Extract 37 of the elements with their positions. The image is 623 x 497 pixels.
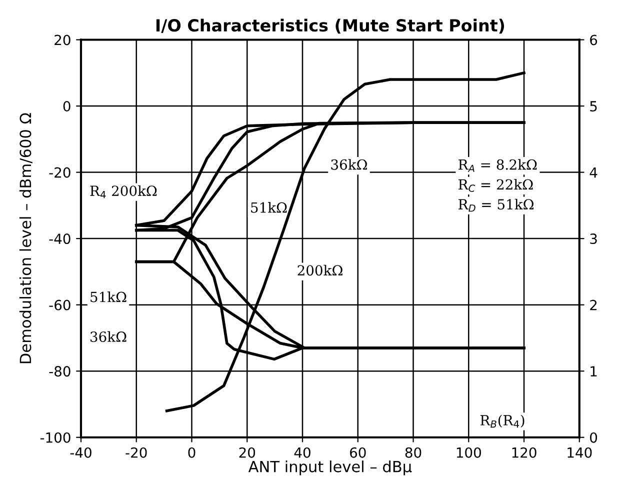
x-tick-label: 0 <box>188 447 196 458</box>
annotation: R$_{4}$ 200kΩ <box>90 185 157 198</box>
y-tick-label: -60 <box>49 300 70 310</box>
annotation: R$_{C}$ = 22kΩ <box>458 178 533 192</box>
annotation: R$_{D}$ = 51kΩ <box>458 198 534 212</box>
y-tick-label: -100 <box>40 432 70 443</box>
y2-tick-label: 6 <box>590 34 598 46</box>
x-tick-label: 120 <box>512 447 536 458</box>
y2-tick-label: 1 <box>590 366 597 376</box>
annotation: 51kΩ <box>251 202 287 213</box>
annotation: 36kΩ <box>90 331 126 342</box>
y-tick-label: 20 <box>54 34 70 46</box>
chart-title: I/O Characteristics (Mute Start Point) <box>156 18 504 34</box>
annotation: R$_{B}$(R$_{4}$) <box>480 414 524 428</box>
y2-tick-label: 4 <box>590 167 598 178</box>
x-tick-label: -40 <box>70 447 92 458</box>
x-tick-label: 60 <box>350 447 366 458</box>
y2-tick-label: 0 <box>590 432 598 443</box>
x-tick-label: 140 <box>568 447 592 458</box>
y-tick-label: -20 <box>49 167 70 178</box>
x-tick-label: 100 <box>456 447 481 458</box>
x-tick-label: 20 <box>239 447 256 458</box>
annotation: R$_{A}$ = 8.2kΩ <box>458 159 537 172</box>
x-tick-label: -20 <box>126 447 147 458</box>
annotation: 200kΩ <box>298 264 342 276</box>
y-axis-title: Demodulation level – dBm/600 Ω <box>19 113 32 364</box>
annotation: 36kΩ <box>331 159 367 170</box>
x-axis-title: ANT input level – dBμ <box>248 460 412 476</box>
y2-tick-label: 5 <box>590 101 597 112</box>
y-tick-label: -40 <box>49 234 70 244</box>
x-tick-label: 80 <box>405 447 422 458</box>
x-tick-label: 40 <box>294 447 310 458</box>
y2-tick-label: 3 <box>590 234 597 244</box>
y-tick-label: -80 <box>49 366 70 377</box>
y-tick-label: 0 <box>63 100 70 112</box>
annotation: 51kΩ <box>90 291 126 302</box>
y2-tick-label: 2 <box>590 300 597 310</box>
